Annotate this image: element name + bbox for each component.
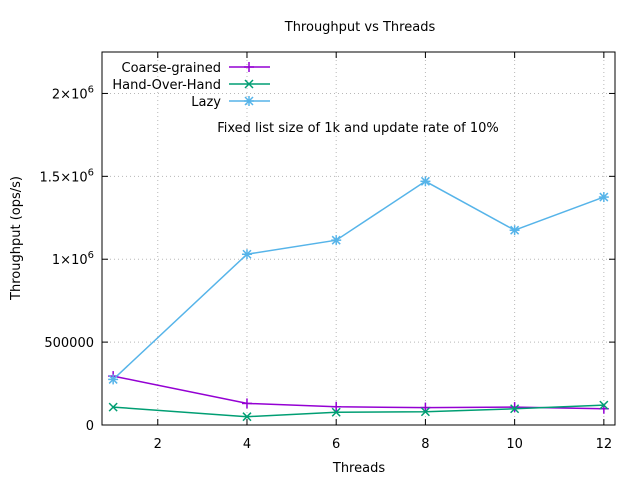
legend-label-lazy: Lazy [191, 95, 221, 110]
series-layer [108, 176, 609, 422]
plot-frame [101, 51, 616, 426]
series-line-lazy [112, 180, 605, 380]
x-tick-label: 2 [154, 437, 162, 452]
data-point-lazy-d2 [331, 235, 341, 245]
data-point-coarse-grained [509, 402, 520, 413]
data-point-hand-over-hand [242, 412, 252, 422]
chart-title: Throughput vs Threads [284, 20, 436, 35]
legend-marker-coarse-grained [244, 62, 254, 72]
data-point-hand-over-hand-d2 [599, 400, 609, 410]
x-tick-label: 8 [421, 437, 429, 452]
y-tick-label: 1.5×106 [40, 167, 94, 185]
legend: Coarse-grained Hand-Over-Hand Lazy [112, 61, 270, 110]
data-point-lazy [108, 374, 119, 385]
data-point-coarse-grained [331, 401, 342, 412]
grid [102, 52, 615, 425]
series-line-hand-over-hand [113, 404, 604, 418]
y-tick-label: 0 [86, 419, 94, 434]
data-point-hand-over-hand [599, 400, 609, 410]
data-point-lazy-d2 [599, 192, 609, 202]
data-point-lazy-d2 [420, 176, 430, 186]
data-point-hand-over-hand-d2 [420, 407, 430, 417]
legend-label-coarse-grained: Coarse-grained [122, 61, 221, 76]
data-point-hand-over-hand-d2 [331, 407, 341, 417]
x-tick-label: 4 [243, 437, 251, 452]
legend-marker-hand-over-hand [244, 79, 254, 89]
data-point-hand-over-hand [108, 402, 118, 412]
data-point-hand-over-hand [331, 407, 341, 417]
data-point-lazy [598, 192, 609, 203]
series-line-coarse-grained [113, 375, 604, 410]
x-tick-label: 10 [506, 437, 523, 452]
data-point-hand-over-hand-d2 [242, 412, 252, 422]
x-axis-label: Threads [332, 461, 385, 476]
y-tick-label: 2×106 [52, 84, 94, 102]
legend-marker-hand-over-hand-d2 [244, 79, 254, 89]
legend-marker-lazy [244, 96, 254, 106]
x-tick-label: 12 [596, 437, 613, 452]
data-point-coarse-grained [241, 398, 252, 409]
data-point-lazy [509, 225, 520, 236]
x-tick-label: 6 [332, 437, 340, 452]
legend-marker-lazy-d2 [244, 96, 254, 106]
data-point-lazy [420, 176, 431, 187]
data-point-hand-over-hand [420, 407, 430, 417]
data-point-lazy [331, 235, 342, 246]
data-point-lazy-d2 [510, 225, 520, 235]
axis-ticks: 2 4 6 8 10 12 0 500000 1×106 1.5×106 2×106 [40, 52, 615, 452]
legend-label-hand-over-hand: Hand-Over-Hand [112, 78, 221, 93]
data-point-hand-over-hand-d2 [510, 404, 520, 414]
y-axis-label: Throughput (ops/s) [9, 176, 24, 301]
data-point-lazy-d2 [108, 374, 118, 384]
chart-annotation: Fixed list size of 1k and update rate of… [217, 121, 499, 136]
data-point-hand-over-hand-d2 [108, 402, 118, 412]
y-tick-label: 500000 [44, 336, 94, 351]
data-point-lazy-d2 [242, 249, 252, 259]
data-point-hand-over-hand [510, 404, 520, 414]
y-tick-label: 1×106 [52, 250, 94, 268]
data-point-lazy [241, 249, 252, 260]
